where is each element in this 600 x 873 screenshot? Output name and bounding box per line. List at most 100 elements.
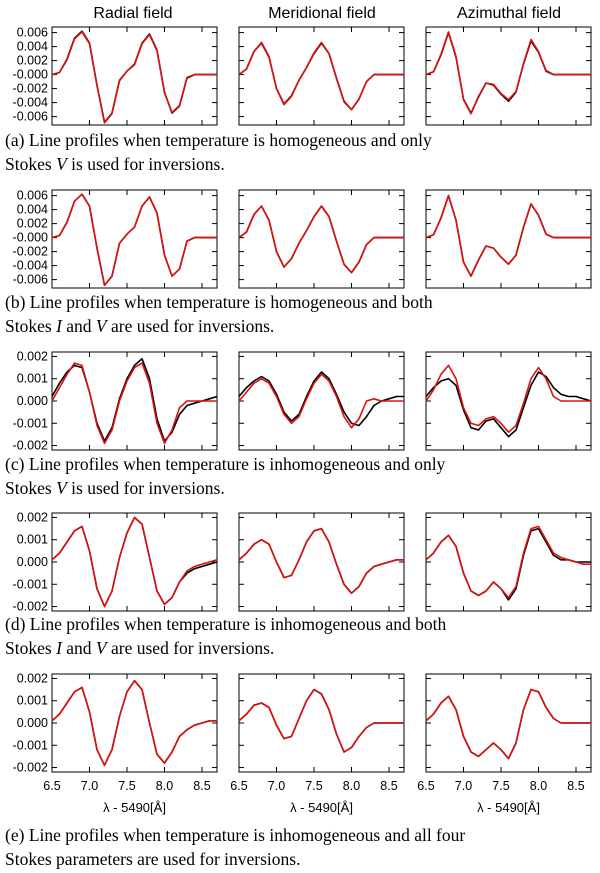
caption-c-label: (c)	[5, 454, 25, 474]
caption-d: (d) Line profiles when temperature is in…	[5, 612, 597, 660]
caption-b-var-i: I	[56, 316, 62, 336]
caption-b-line2-mid: and	[61, 316, 96, 336]
caption-d-var-v: V	[95, 638, 107, 658]
caption-d-line2-mid: and	[61, 638, 96, 658]
panel-c-azimuthal-series-observed	[425, 371, 592, 438]
panel-d-meridional-series-inverted	[238, 527, 404, 595]
caption-c-line2-post: is used for inversions.	[66, 478, 225, 498]
caption-a-label: (a)	[5, 130, 25, 150]
panel-b-meridional-series-inverted	[238, 205, 404, 274]
y-tick-label-a: 0.004	[17, 40, 48, 54]
caption-e-line1: Line profiles when temperature is inhomo…	[28, 825, 466, 845]
caption-c-line1: Line profiles when temperature is inhomo…	[28, 454, 446, 474]
caption-b: (b) Line profiles when temperature is ho…	[5, 290, 597, 338]
x-tick-label-azimuthal: 7.0	[455, 779, 472, 793]
column-title-azimuthal: Azimuthal field	[457, 5, 561, 22]
y-tick-label-c: -0.001	[13, 416, 48, 430]
panel-a-radial-series-observed	[51, 30, 217, 123]
caption-a-line2-pre: Stokes	[5, 154, 57, 174]
caption-b-label: (b)	[5, 292, 26, 312]
panel-c-meridional-series-observed	[238, 371, 404, 427]
y-tick-label-e: 0.000	[17, 716, 48, 730]
panel-d-meridional-series-observed	[238, 527, 404, 595]
caption-c-line2-pre: Stokes	[5, 478, 57, 498]
y-tick-label-c: 0.000	[17, 394, 48, 408]
x-tick-label-meridional: 8.0	[343, 779, 360, 793]
panel-b-radial-series-inverted	[51, 193, 217, 287]
x-tick-label-radial: 6.5	[43, 779, 60, 793]
y-tick-label-d: -0.001	[13, 577, 48, 591]
caption-a: (a) Line profiles when temperature is ho…	[5, 128, 597, 176]
y-tick-label-e: 0.002	[17, 671, 48, 685]
panel-c-azimuthal-series-inverted	[425, 364, 591, 434]
panel-b-azimuthal-frame	[425, 189, 592, 289]
y-tick-label-e: 0.001	[17, 694, 48, 708]
panel-e-meridional-series-inverted	[238, 688, 404, 753]
y-tick-label-d: -0.002	[13, 600, 48, 614]
y-tick-label-a: -0.002	[13, 82, 48, 96]
x-tick-label-radial: 8.0	[156, 779, 173, 793]
panel-a-meridional-series-inverted	[238, 41, 404, 111]
column-title-radial: Radial field	[93, 5, 172, 22]
panel-e-azimuthal-series-inverted	[425, 688, 591, 760]
panel-d-meridional-frame	[238, 512, 405, 612]
panel-b-radial-series-observed	[51, 193, 217, 287]
y-tick-label-d: 0.000	[17, 555, 48, 569]
x-axis-label-azimuthal: λ - 5490[Å]	[477, 800, 540, 815]
caption-d-var-i: I	[56, 638, 62, 658]
panel-a-radial-series-inverted	[51, 31, 217, 124]
panel-a-meridional-frame	[238, 26, 405, 126]
x-tick-label-meridional: 7.0	[268, 779, 285, 793]
panel-a-radial-frame	[51, 26, 218, 126]
x-axis-label-meridional: λ - 5490[Å]	[290, 800, 353, 815]
panel-d-radial-series-observed	[51, 516, 218, 608]
panel-b-azimuthal-series-inverted	[425, 194, 591, 277]
panel-e-radial-frame	[51, 673, 218, 773]
y-tick-label-a: -0.004	[13, 96, 48, 110]
caption-b-line2-pre: Stokes	[5, 316, 57, 336]
panel-a-azimuthal-series-observed	[425, 31, 591, 114]
caption-b-line2-post: are used for inversions.	[106, 316, 275, 336]
caption-d-line2-post: are used for inversions.	[106, 638, 275, 658]
x-tick-label-radial: 7.5	[118, 779, 135, 793]
panel-d-azimuthal-series-inverted	[425, 525, 591, 599]
panel-e-radial-series-inverted	[51, 679, 217, 767]
column-title-meridional: Meridional field	[268, 5, 376, 22]
caption-d-line2-pre: Stokes	[5, 638, 57, 658]
x-axis-label-radial: λ - 5490[Å]	[103, 800, 166, 815]
y-tick-label-c: 0.002	[17, 349, 48, 363]
x-tick-label-radial: 8.5	[193, 779, 210, 793]
y-tick-label-d: 0.002	[17, 510, 48, 524]
y-tick-label-a: -0.006	[13, 110, 48, 124]
panel-d-radial-series-inverted	[51, 516, 218, 608]
y-tick-label-b: -0.004	[13, 259, 48, 273]
plot-grid: 0.0060.0040.002-0.000-0.002-0.004-0.0060…	[13, 26, 592, 815]
y-tick-label-a: -0.000	[13, 68, 48, 82]
x-tick-label-radial: 7.0	[81, 779, 98, 793]
y-tick-label-b: 0.006	[17, 189, 48, 203]
y-tick-label-b: -0.006	[13, 273, 48, 287]
panel-a-azimuthal-frame	[425, 26, 592, 126]
caption-e: (e) Line profiles when temperature is in…	[5, 823, 597, 871]
panel-c-radial-series-inverted	[51, 362, 217, 445]
panel-e-radial-series-observed	[51, 679, 217, 767]
y-tick-label-b: -0.002	[13, 245, 48, 259]
caption-a-line2-post: is used for inversions.	[66, 154, 225, 174]
caption-a-var-v: V	[56, 154, 67, 174]
caption-e-label: (e)	[5, 825, 25, 845]
y-tick-label-c: 0.001	[17, 372, 48, 386]
caption-c-var-v: V	[56, 478, 67, 498]
y-tick-label-a: 0.006	[17, 26, 48, 40]
caption-e-line2: Stokes parameters are used for inversion…	[5, 849, 301, 869]
x-tick-label-azimuthal: 8.5	[567, 779, 584, 793]
panel-a-azimuthal-series-inverted	[425, 31, 591, 115]
x-tick-label-azimuthal: 7.5	[492, 779, 509, 793]
panel-c-meridional-series-inverted	[238, 373, 404, 429]
panel-a-meridional-series-observed	[238, 42, 404, 111]
panel-e-meridional-series-observed	[238, 688, 404, 753]
panel-d-radial-frame	[51, 512, 218, 612]
y-tick-label-e: -0.002	[13, 761, 48, 775]
caption-d-line1: Line profiles when temperature is inhomo…	[29, 614, 447, 634]
caption-b-line1: Line profiles when temperature is homoge…	[29, 292, 433, 312]
